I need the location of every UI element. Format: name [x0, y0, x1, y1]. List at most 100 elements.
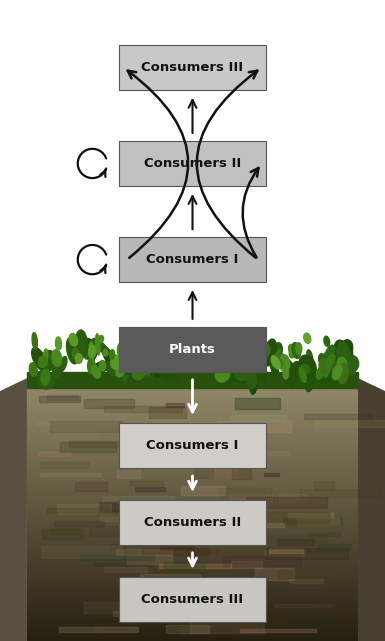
- Bar: [50, 528, 80, 535]
- Ellipse shape: [123, 355, 130, 383]
- FancyBboxPatch shape: [119, 423, 266, 468]
- Ellipse shape: [155, 353, 164, 378]
- Bar: [0, 0, 385, 333]
- FancyBboxPatch shape: [119, 577, 266, 622]
- Bar: [60, 442, 116, 452]
- Ellipse shape: [239, 356, 249, 367]
- Bar: [253, 512, 329, 523]
- Ellipse shape: [34, 372, 44, 383]
- Bar: [27, 608, 358, 610]
- Bar: [279, 494, 307, 501]
- Bar: [27, 406, 358, 409]
- Ellipse shape: [32, 347, 47, 371]
- Bar: [190, 549, 219, 553]
- Ellipse shape: [303, 362, 314, 377]
- Bar: [275, 604, 331, 606]
- Bar: [27, 601, 358, 604]
- Bar: [217, 421, 291, 433]
- Ellipse shape: [264, 339, 277, 366]
- Ellipse shape: [98, 335, 104, 342]
- Ellipse shape: [316, 367, 324, 379]
- Ellipse shape: [211, 338, 219, 360]
- Bar: [27, 579, 358, 582]
- Ellipse shape: [221, 334, 228, 359]
- Ellipse shape: [224, 331, 231, 344]
- Bar: [27, 597, 358, 599]
- Bar: [27, 404, 358, 406]
- Ellipse shape: [199, 337, 208, 362]
- Ellipse shape: [208, 341, 215, 355]
- Ellipse shape: [296, 343, 302, 354]
- Ellipse shape: [273, 343, 282, 359]
- Bar: [140, 574, 200, 577]
- Bar: [27, 494, 358, 496]
- Bar: [27, 372, 358, 388]
- Bar: [27, 496, 358, 499]
- Ellipse shape: [148, 342, 157, 357]
- Bar: [27, 556, 358, 558]
- Ellipse shape: [114, 367, 122, 378]
- Ellipse shape: [201, 356, 206, 365]
- Bar: [358, 0, 385, 385]
- Ellipse shape: [52, 350, 62, 367]
- Ellipse shape: [299, 367, 306, 383]
- Bar: [27, 510, 358, 512]
- Ellipse shape: [75, 330, 87, 358]
- Ellipse shape: [135, 349, 150, 366]
- Bar: [27, 424, 358, 426]
- Bar: [224, 427, 246, 436]
- Bar: [54, 520, 104, 526]
- Ellipse shape: [138, 365, 149, 376]
- Ellipse shape: [139, 353, 146, 364]
- Ellipse shape: [324, 337, 330, 346]
- Bar: [266, 548, 348, 560]
- Bar: [84, 399, 134, 408]
- Bar: [264, 550, 304, 556]
- Ellipse shape: [215, 334, 219, 352]
- Bar: [179, 515, 226, 518]
- Bar: [27, 481, 358, 483]
- Bar: [27, 512, 358, 514]
- Ellipse shape: [111, 355, 121, 369]
- Bar: [27, 617, 358, 619]
- Ellipse shape: [111, 354, 118, 367]
- Bar: [27, 635, 358, 637]
- Bar: [27, 411, 358, 413]
- Ellipse shape: [211, 340, 226, 358]
- Bar: [159, 564, 231, 568]
- Bar: [27, 573, 358, 576]
- Ellipse shape: [292, 342, 300, 358]
- Bar: [27, 488, 358, 490]
- Ellipse shape: [189, 340, 200, 360]
- Bar: [161, 454, 228, 457]
- Ellipse shape: [95, 334, 100, 355]
- Bar: [102, 496, 174, 502]
- Bar: [27, 567, 358, 569]
- Ellipse shape: [339, 351, 347, 366]
- Bar: [236, 528, 265, 538]
- Bar: [27, 477, 358, 479]
- Ellipse shape: [337, 342, 351, 369]
- Bar: [27, 639, 358, 641]
- Ellipse shape: [273, 349, 281, 366]
- Ellipse shape: [230, 367, 237, 381]
- Ellipse shape: [325, 354, 335, 367]
- Bar: [165, 604, 218, 607]
- Ellipse shape: [244, 346, 254, 361]
- Bar: [27, 545, 358, 547]
- Bar: [129, 481, 163, 485]
- Bar: [27, 527, 358, 529]
- Bar: [27, 400, 358, 403]
- Ellipse shape: [89, 345, 96, 358]
- Ellipse shape: [228, 350, 237, 365]
- Ellipse shape: [305, 370, 313, 392]
- Ellipse shape: [235, 361, 253, 381]
- Bar: [27, 578, 358, 579]
- Bar: [317, 607, 348, 612]
- Bar: [27, 391, 358, 394]
- Ellipse shape: [271, 358, 278, 376]
- Bar: [179, 624, 263, 635]
- Ellipse shape: [89, 342, 93, 351]
- Bar: [27, 503, 358, 505]
- Bar: [149, 407, 186, 418]
